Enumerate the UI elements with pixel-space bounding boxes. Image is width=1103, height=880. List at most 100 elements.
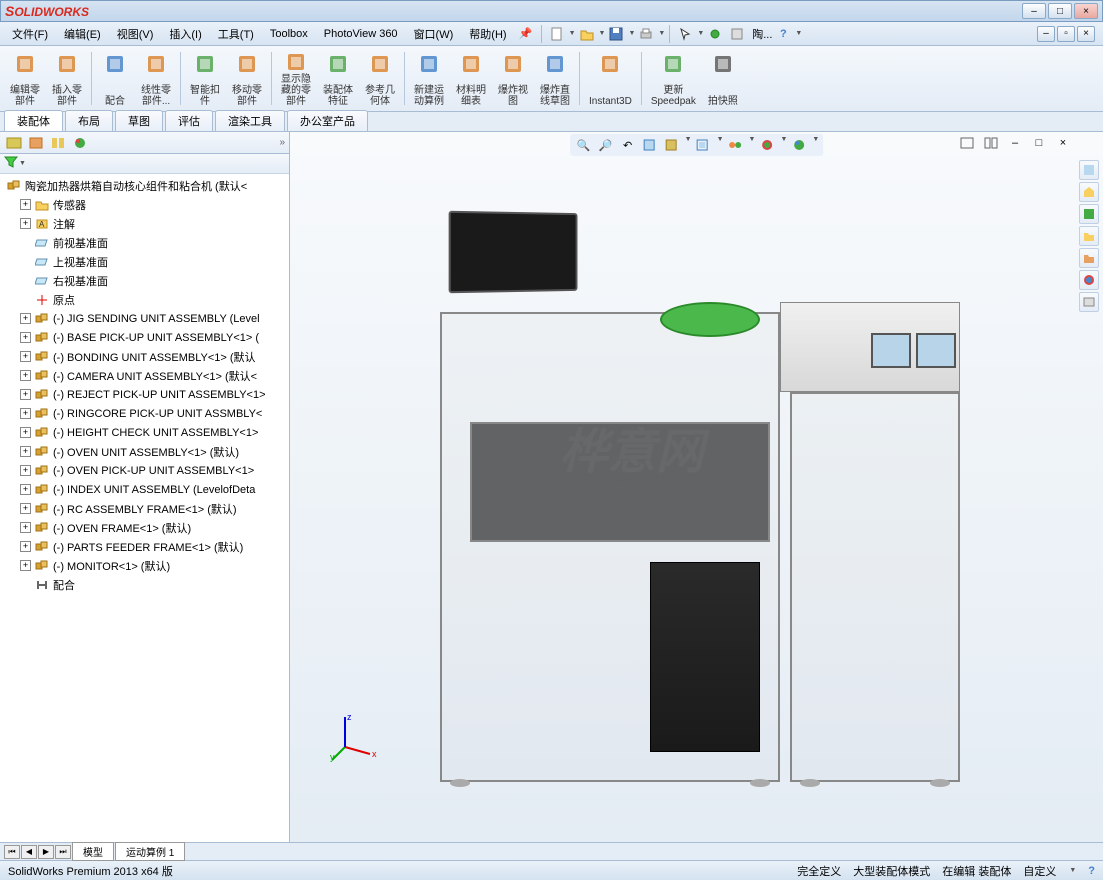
expand-icon[interactable]: + [20,218,31,229]
menu-toolbox[interactable]: Toolbox [262,25,316,43]
tree-item[interactable]: 上视基准面 [2,252,287,271]
command-tab[interactable]: 渲染工具 [215,110,285,131]
ribbon-button[interactable]: 材料明细表 [450,48,492,109]
select-icon[interactable] [676,25,694,43]
btab-last-icon[interactable]: ⏭ [55,845,71,859]
task-explorer-icon[interactable] [1079,226,1099,246]
tree-subassembly[interactable]: +(-) REJECT PICK-UP UNIT ASSEMBLY<1> [2,385,287,404]
tree-subassembly[interactable]: +(-) PARTS FEEDER FRAME<1> (默认) [2,537,287,556]
command-tab[interactable]: 装配体 [4,110,63,131]
task-appear-icon[interactable] [1079,270,1099,290]
ribbon-button[interactable]: 编辑零部件 [4,48,46,109]
vp-max-icon[interactable]: □ [1029,134,1049,152]
ribbon-button[interactable]: 显示隐藏的零部件 [275,48,317,109]
tree-collapse-icon[interactable]: » [279,137,285,148]
status-custom[interactable]: 自定义 [1023,863,1056,879]
expand-icon[interactable]: + [20,484,31,495]
expand-icon[interactable]: + [20,351,31,362]
3d-viewport[interactable]: 🔍 🔎 ↶ ▼ ▼ ▼ ▼ ▼ – □ × [290,132,1103,842]
ribbon-button[interactable]: Instant3D [583,48,638,109]
expand-icon[interactable]: + [20,503,31,514]
btab-motion[interactable]: 运动算例 1 [115,842,185,861]
ribbon-button[interactable]: 新建运动算例 [408,48,450,109]
vp-min-icon[interactable]: – [1005,134,1025,152]
expand-icon[interactable]: + [20,446,31,457]
ribbon-button[interactable]: 移动零部件 [226,48,268,109]
btab-next-icon[interactable]: ▶ [38,845,54,859]
tree-subassembly[interactable]: +(-) JIG SENDING UNIT ASSEMBLY (Level [2,309,287,328]
tree-subassembly[interactable]: +(-) BONDING UNIT ASSEMBLY<1> (默认 [2,347,287,366]
status-dropdown-icon[interactable]: ▼ [1069,867,1076,874]
btab-prev-icon[interactable]: ◀ [21,845,37,859]
save-icon[interactable] [607,25,625,43]
section-icon[interactable] [640,136,660,154]
ribbon-button[interactable]: 线性零部件... [135,48,177,109]
tree-tab-feature-icon[interactable] [4,134,24,152]
rebuild-icon[interactable] [706,25,724,43]
pin-icon[interactable]: 📌 [517,25,535,43]
menu-help[interactable]: 帮助(H) [461,23,514,45]
tree-tab-property-icon[interactable] [26,134,46,152]
task-view-icon[interactable] [1079,248,1099,268]
expand-icon[interactable]: + [20,332,31,343]
vp-icon-2[interactable] [981,134,1001,152]
display-style-icon[interactable] [694,136,714,154]
tree-item[interactable]: 前视基准面 [2,233,287,252]
expand-icon[interactable]: + [20,427,31,438]
tree-subassembly[interactable]: +(-) INDEX UNIT ASSEMBLY (LevelofDeta [2,480,287,499]
expand-icon[interactable]: + [20,370,31,381]
open-icon[interactable] [578,25,596,43]
btab-first-icon[interactable]: ⏮ [4,845,20,859]
ribbon-button[interactable]: 参考几何体 [359,48,401,109]
status-help-icon[interactable]: ? [1088,865,1095,877]
tree-subassembly[interactable]: +(-) BASE PICK-UP UNIT ASSEMBLY<1> ( [2,328,287,347]
doc-min-button[interactable]: – [1037,26,1055,42]
tree-subassembly[interactable]: +(-) RC ASSEMBLY FRAME<1> (默认) [2,499,287,518]
appearance-icon[interactable] [757,136,777,154]
tree-mates[interactable]: 配合 [2,575,287,594]
vp-icon-1[interactable] [957,134,977,152]
command-tab[interactable]: 布局 [65,110,113,131]
menu-view[interactable]: 视图(V) [109,23,162,45]
menu-insert[interactable]: 插入(I) [161,23,209,45]
tree-subassembly[interactable]: +(-) OVEN UNIT ASSEMBLY<1> (默认) [2,442,287,461]
expand-icon[interactable]: + [20,199,31,210]
tree-subassembly[interactable]: +(-) OVEN PICK-UP UNIT ASSEMBLY<1> [2,461,287,480]
menu-file[interactable]: 文件(F) [4,23,56,45]
menu-photoview[interactable]: PhotoView 360 [316,25,406,43]
tree-subassembly[interactable]: +(-) OVEN FRAME<1> (默认) [2,518,287,537]
tree-root[interactable]: 陶瓷加热器烘箱自动核心组件和粘合机 (默认< [2,176,287,195]
task-resources-icon[interactable] [1079,160,1099,180]
task-design-icon[interactable] [1079,204,1099,224]
tree-subassembly[interactable]: +(-) CAMERA UNIT ASSEMBLY<1> (默认< [2,366,287,385]
btab-model[interactable]: 模型 [72,842,114,861]
options-icon[interactable] [728,25,746,43]
tree-item[interactable]: +A注解 [2,214,287,233]
expand-icon[interactable]: + [20,522,31,533]
scene-icon[interactable] [789,136,809,154]
maximize-button[interactable]: □ [1048,3,1072,19]
help-icon[interactable]: ? [774,25,792,43]
tree-subassembly[interactable]: +(-) RINGCORE PICK-UP UNIT ASSMBLY< [2,404,287,423]
tree-item[interactable]: +传感器 [2,195,287,214]
task-custom-icon[interactable] [1079,292,1099,312]
view-orient-icon[interactable] [662,136,682,154]
command-tab[interactable]: 评估 [165,110,213,131]
tree-tab-config-icon[interactable] [48,134,68,152]
zoom-area-icon[interactable]: 🔎 [596,136,616,154]
vp-close-icon[interactable]: × [1053,134,1073,152]
minimize-button[interactable]: – [1022,3,1046,19]
feature-tree[interactable]: 陶瓷加热器烘箱自动核心组件和粘合机 (默认< +传感器+A注解前视基准面上视基准… [0,174,289,842]
hide-show-icon[interactable] [726,136,746,154]
expand-icon[interactable]: + [20,313,31,324]
tree-subassembly[interactable]: +(-) HEIGHT CHECK UNIT ASSEMBLY<1> [2,423,287,442]
menu-edit[interactable]: 编辑(E) [56,23,109,45]
tree-item[interactable]: 原点 [2,290,287,309]
command-tab[interactable]: 草图 [115,110,163,131]
task-home-icon[interactable] [1079,182,1099,202]
ribbon-button[interactable]: 装配体特征 [317,48,359,109]
ribbon-button[interactable]: 配合 [95,48,135,109]
zoom-fit-icon[interactable]: 🔍 [574,136,594,154]
ribbon-button[interactable]: 拍快照 [702,48,744,109]
filter-icon[interactable] [4,156,18,171]
